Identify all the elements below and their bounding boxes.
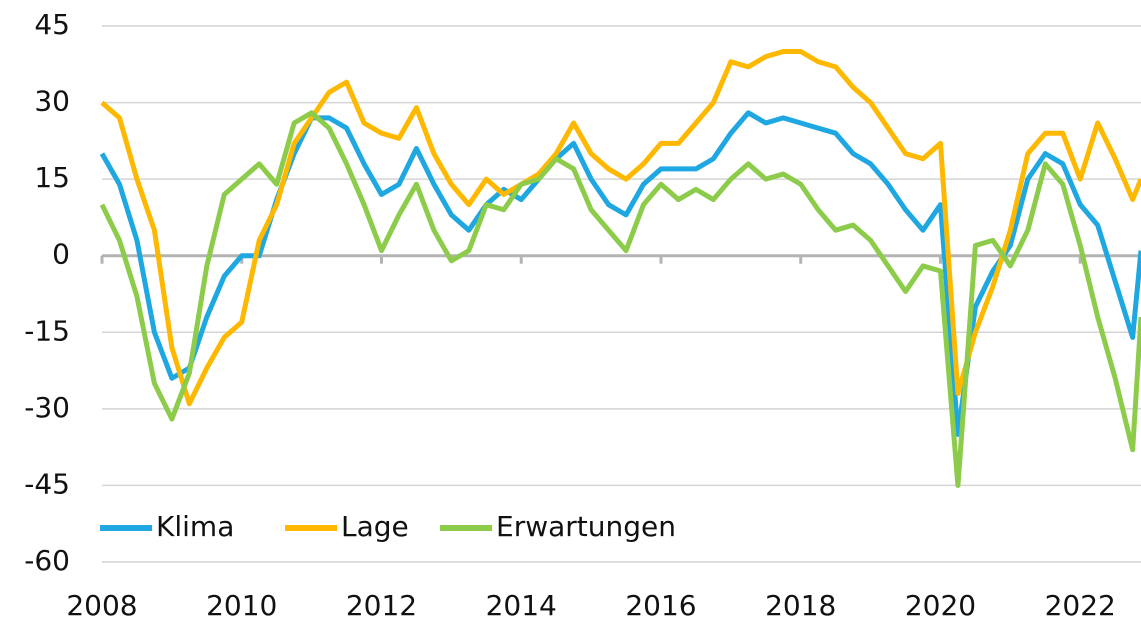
y-tick-label: 30 — [34, 85, 70, 118]
series-line — [99, 110, 1141, 437]
legend-label: Klima — [156, 510, 234, 543]
x-tick-label: 2014 — [486, 589, 557, 622]
legend-label: Erwartungen — [496, 510, 676, 543]
x-tick-label: 2018 — [765, 589, 836, 622]
x-tick-label: 2020 — [905, 589, 976, 622]
y-tick-label: -45 — [24, 467, 70, 500]
y-tick-label: 0 — [52, 238, 70, 271]
x-tick-label: 2010 — [206, 589, 277, 622]
legend-label: Lage — [341, 510, 409, 543]
y-tick-label: 15 — [34, 161, 70, 194]
y-tick-label: -30 — [24, 391, 70, 424]
x-tick-label: 2016 — [625, 589, 696, 622]
series-line — [100, 49, 1141, 407]
y-tick-label: -60 — [24, 544, 70, 577]
y-tick-label: -15 — [24, 314, 70, 347]
series-line — [99, 110, 1141, 488]
x-tick-label: 2012 — [346, 589, 417, 622]
y-tick-label: 45 — [34, 8, 70, 41]
x-tick-label: 2022 — [1045, 589, 1116, 622]
x-tick-label: 2008 — [66, 589, 137, 622]
